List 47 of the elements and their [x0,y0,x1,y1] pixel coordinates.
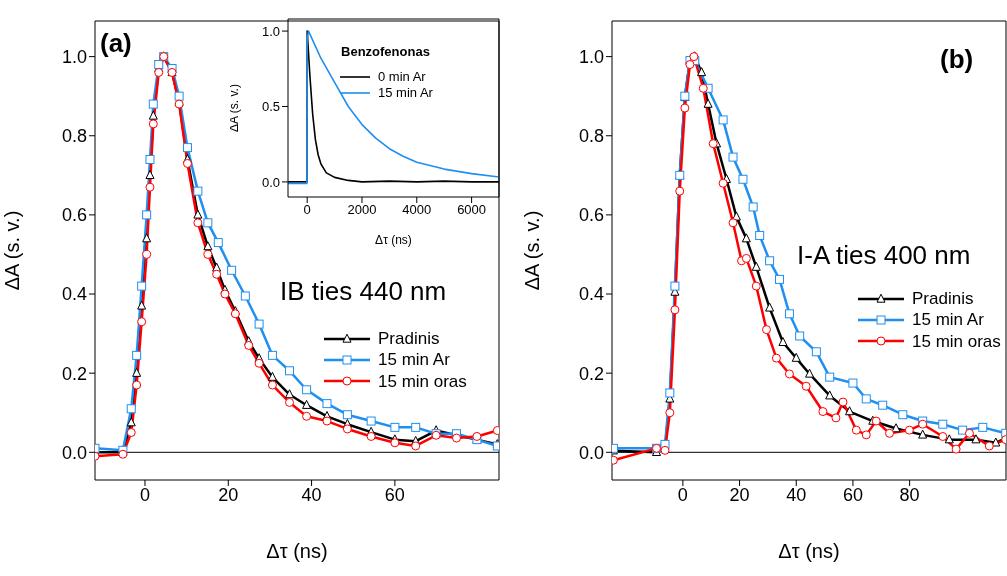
y-tick-label: 0.8 [578,126,604,147]
y-tick-label: 0.0 [261,174,280,190]
y-tick-label: 0.0 [578,442,604,463]
annotation: (a) [100,28,132,59]
y-tick-label: 0.5 [261,99,280,115]
y-axis-title: ΔA (s. v.) [227,84,242,132]
annotation: I-A ties 400 nm [797,240,971,271]
y-tick-label: 0.2 [578,363,604,384]
legend-title: Benzofenonas [340,44,431,59]
y-tick-label: 1.0 [61,47,87,67]
x-tick-label: 20 [218,484,239,505]
x-tick-label: 40 [786,484,807,505]
x-tick-label: 2000 [347,202,377,218]
y-tick-label: 0.4 [61,284,87,305]
x-tick-label: 0 [677,484,688,505]
y-tick-label: 0.0 [61,442,87,463]
x-tick-label: 80 [899,484,920,505]
x-axis-title: Δτ (ns) [375,233,412,247]
legend-label: 15 min oras [912,330,1001,352]
x-axis-title: Δτ (ns) [778,540,840,562]
legend-label: Pradinis [912,288,974,310]
legend-label: 0 min Ar [378,69,426,86]
y-tick-label: 1.0 [578,47,604,67]
legend-label: 15 min Ar [378,349,450,371]
x-tick-label: 60 [384,484,405,505]
legend-label: 15 min oras [378,370,467,392]
y-tick-label: 1.0 [261,23,280,39]
y-axis-title: ΔA (s. v.) [521,210,544,291]
x-tick-label: 0 [303,202,311,218]
y-tick-label: 0.6 [578,205,604,226]
x-axis-title: Δτ (ns) [266,540,328,562]
annotation: IB ties 440 nm [280,276,447,307]
y-tick-label: 0.4 [578,284,604,305]
legend-label: Pradinis [378,328,440,350]
y-axis-title: ΔA (s. v.) [1,210,24,291]
y-tick-label: 0.2 [61,363,87,384]
y-tick-label: 0.6 [61,205,87,226]
x-tick-label: 4000 [402,202,432,218]
x-tick-label: 60 [842,484,863,505]
legend-label: 15 min Ar [912,309,984,331]
x-tick-label: 6000 [457,202,487,218]
x-tick-label: 0 [139,484,150,505]
annotation: (b) [940,44,974,75]
x-tick-label: 40 [301,484,322,505]
y-tick-label: 0.8 [61,126,87,147]
legend-label: 15 min Ar [378,85,433,102]
x-tick-label: 20 [729,484,750,505]
